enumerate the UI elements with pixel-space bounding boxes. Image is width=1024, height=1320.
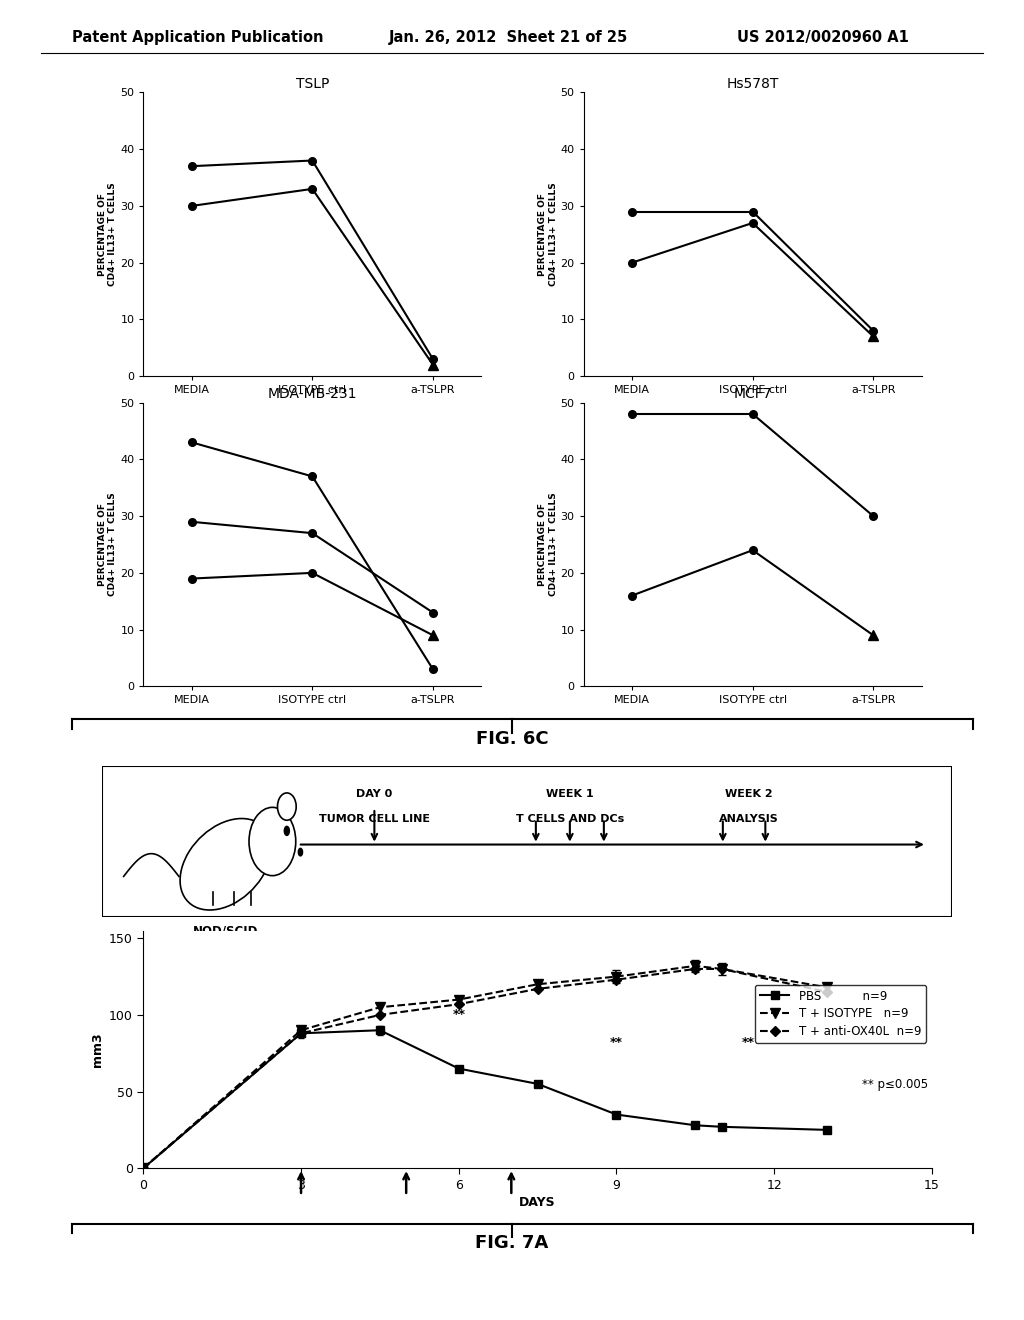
Ellipse shape — [249, 808, 296, 875]
Text: FIG. 7A: FIG. 7A — [475, 1234, 549, 1253]
Text: T CELLS AND DCs: T CELLS AND DCs — [516, 814, 624, 824]
Y-axis label: PERCENTAGE OF
CD4+ IL13+ T CELLS: PERCENTAGE OF CD4+ IL13+ T CELLS — [539, 182, 558, 286]
Y-axis label: PERCENTAGE OF
CD4+ IL13+ T CELLS: PERCENTAGE OF CD4+ IL13+ T CELLS — [539, 492, 558, 597]
Text: FIG. 6C: FIG. 6C — [476, 730, 548, 748]
Text: Patent Application Publication: Patent Application Publication — [72, 30, 324, 45]
Text: WEEK 2: WEEK 2 — [725, 789, 772, 799]
Text: NOD/SCID: NOD/SCID — [193, 925, 258, 939]
Text: ** p≤0.005: ** p≤0.005 — [862, 1078, 928, 1090]
Y-axis label: PERCENTAGE OF
CD4+ IL13+ T CELLS: PERCENTAGE OF CD4+ IL13+ T CELLS — [98, 182, 118, 286]
Ellipse shape — [278, 793, 296, 820]
Text: DAY 0: DAY 0 — [356, 789, 392, 799]
X-axis label: DAYS: DAYS — [519, 1196, 556, 1209]
Text: **: ** — [453, 1008, 465, 1022]
Text: WEEK 1: WEEK 1 — [546, 789, 594, 799]
Y-axis label: PERCENTAGE OF
CD4+ IL13+ T CELLS: PERCENTAGE OF CD4+ IL13+ T CELLS — [98, 492, 118, 597]
Text: ANALYSIS: ANALYSIS — [719, 814, 778, 824]
Title: MDA-MB-231: MDA-MB-231 — [267, 388, 357, 401]
Ellipse shape — [180, 818, 271, 909]
Circle shape — [285, 826, 290, 836]
Text: **: ** — [741, 1036, 755, 1049]
Title: Hs578T: Hs578T — [726, 78, 779, 91]
Y-axis label: mm3: mm3 — [90, 1032, 103, 1067]
Circle shape — [298, 849, 302, 855]
Title: TSLP: TSLP — [296, 78, 329, 91]
Title: MCF7: MCF7 — [733, 388, 772, 401]
Text: **: ** — [610, 1036, 623, 1049]
Text: US 2012/0020960 A1: US 2012/0020960 A1 — [737, 30, 909, 45]
Text: TUMOR CELL LINE: TUMOR CELL LINE — [318, 814, 430, 824]
Text: Jan. 26, 2012  Sheet 21 of 25: Jan. 26, 2012 Sheet 21 of 25 — [389, 30, 629, 45]
Legend: PBS           n=9, T + ISOTYPE   n=9, T + anti-OX40L  n=9: PBS n=9, T + ISOTYPE n=9, T + anti-OX40L… — [755, 985, 926, 1043]
